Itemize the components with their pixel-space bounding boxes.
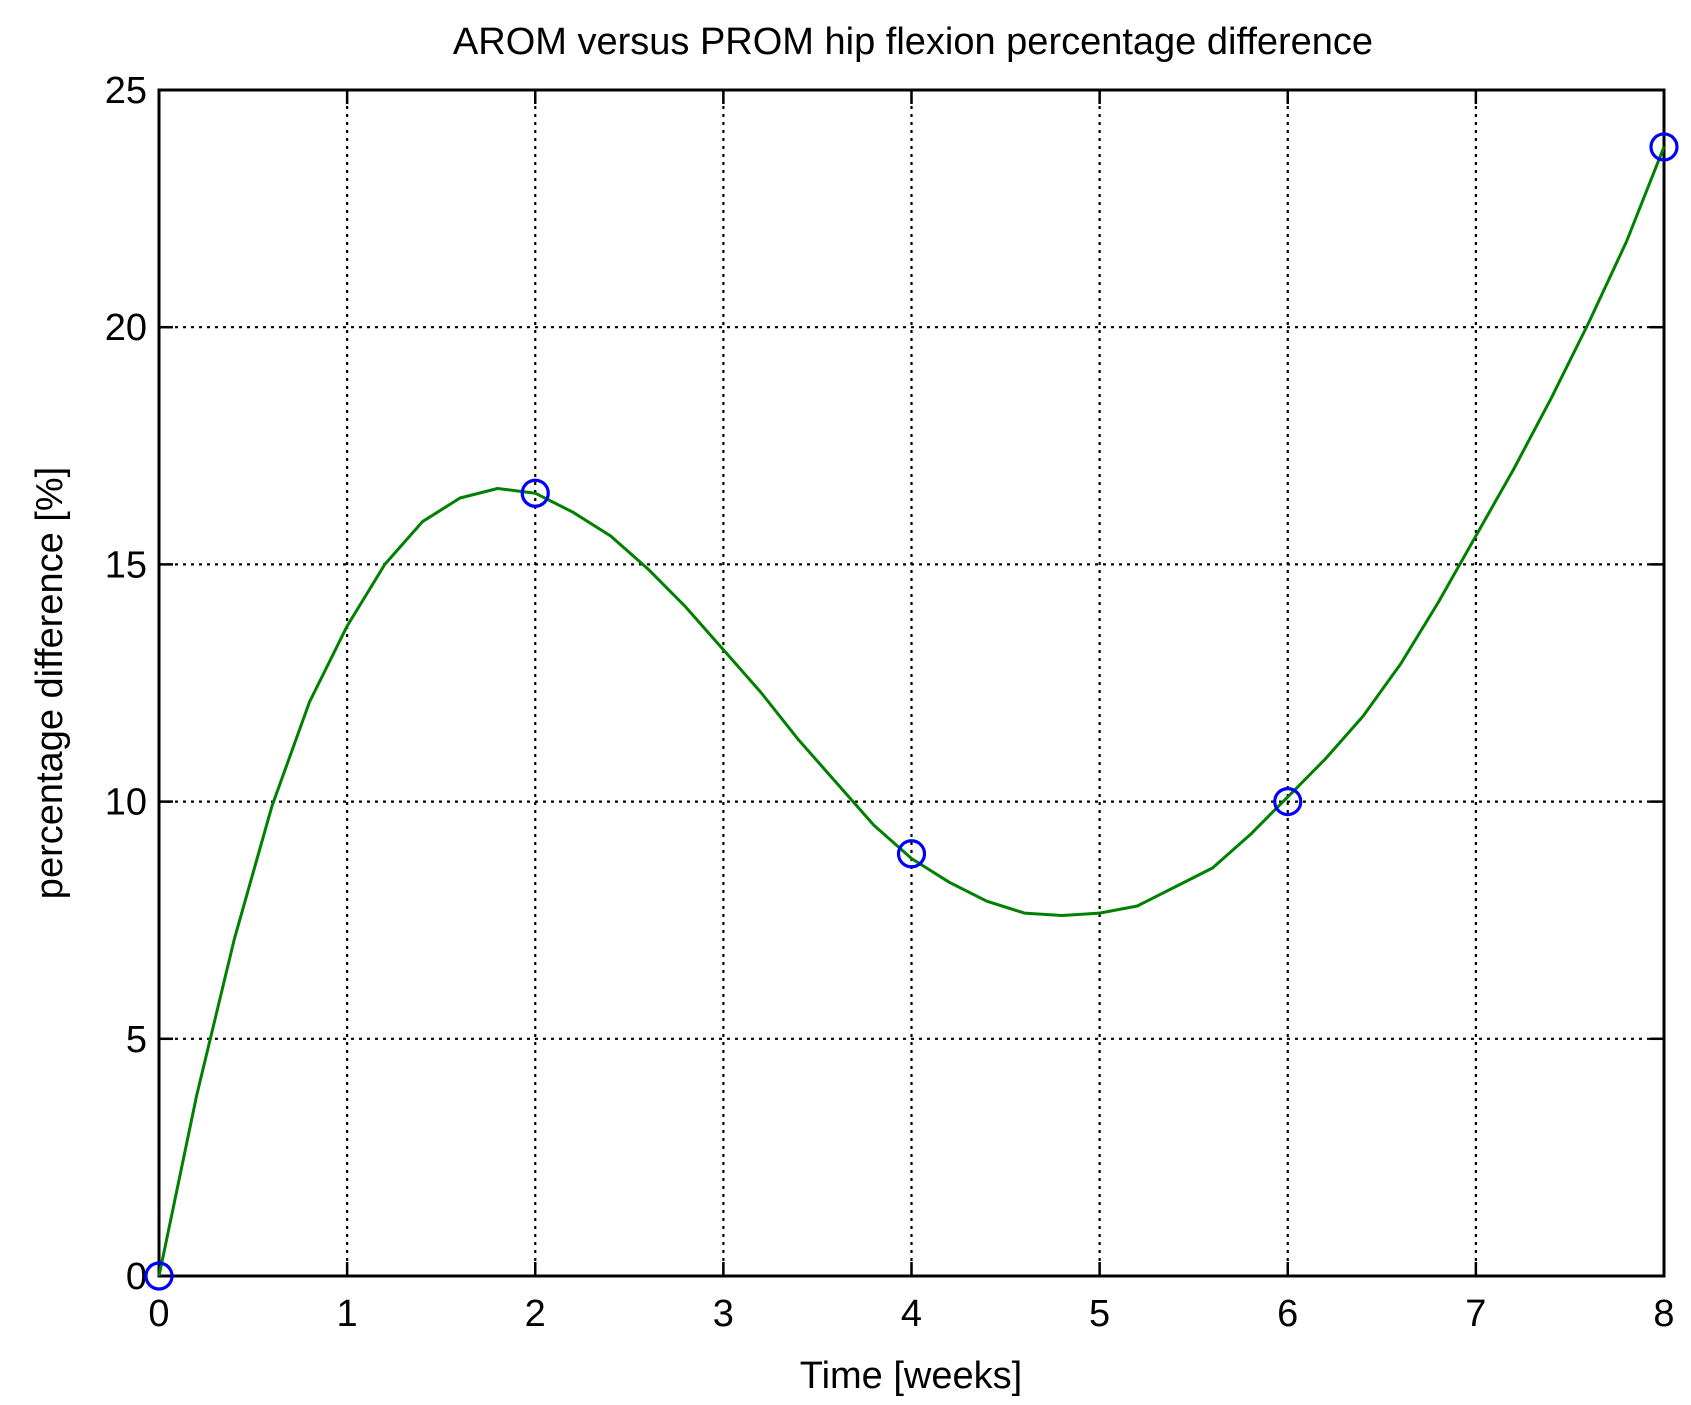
- axis-tick-labels: 0 1 2 3 4 5 6 7 8 0 5 10 15 20 25: [105, 70, 1675, 1335]
- x-tick-label-8: 8: [1653, 1293, 1674, 1335]
- x-tick-label-3: 3: [713, 1293, 734, 1335]
- x-tick-label-0: 0: [148, 1293, 169, 1335]
- chart-title: AROM versus PROM hip flexion percentage …: [453, 21, 1373, 63]
- x-tick-label-1: 1: [337, 1293, 358, 1335]
- data-point-week-8: [1649, 132, 1679, 162]
- series-layer: [144, 132, 1679, 1291]
- y-tick-label-5: 5: [126, 1019, 147, 1061]
- y-tick-label-10: 10: [105, 782, 147, 824]
- data-point-week-4: [896, 839, 927, 869]
- x-tick-label-4: 4: [901, 1293, 922, 1335]
- grid: [159, 90, 1664, 1276]
- x-tick-label-7: 7: [1465, 1293, 1486, 1335]
- y-tick-label-20: 20: [105, 307, 147, 349]
- axis-ticks: [157, 88, 1666, 1278]
- data-point-week-0: [144, 1261, 174, 1291]
- x-axis-label: Time [weeks]: [800, 1355, 1022, 1397]
- y-tick-label-15: 15: [105, 544, 147, 586]
- x-tick-label-2: 2: [525, 1293, 546, 1335]
- data-point-week-2: [520, 478, 550, 508]
- y-tick-label-25: 25: [105, 70, 147, 112]
- data-point-week-6: [1273, 786, 1303, 817]
- series-line: [157, 146, 1666, 1277]
- x-tick-label-6: 6: [1277, 1293, 1298, 1335]
- y-axis-label: percentage difference [%]: [29, 467, 71, 899]
- y-tick-label-0: 0: [126, 1256, 147, 1298]
- x-tick-label-5: 5: [1089, 1293, 1110, 1335]
